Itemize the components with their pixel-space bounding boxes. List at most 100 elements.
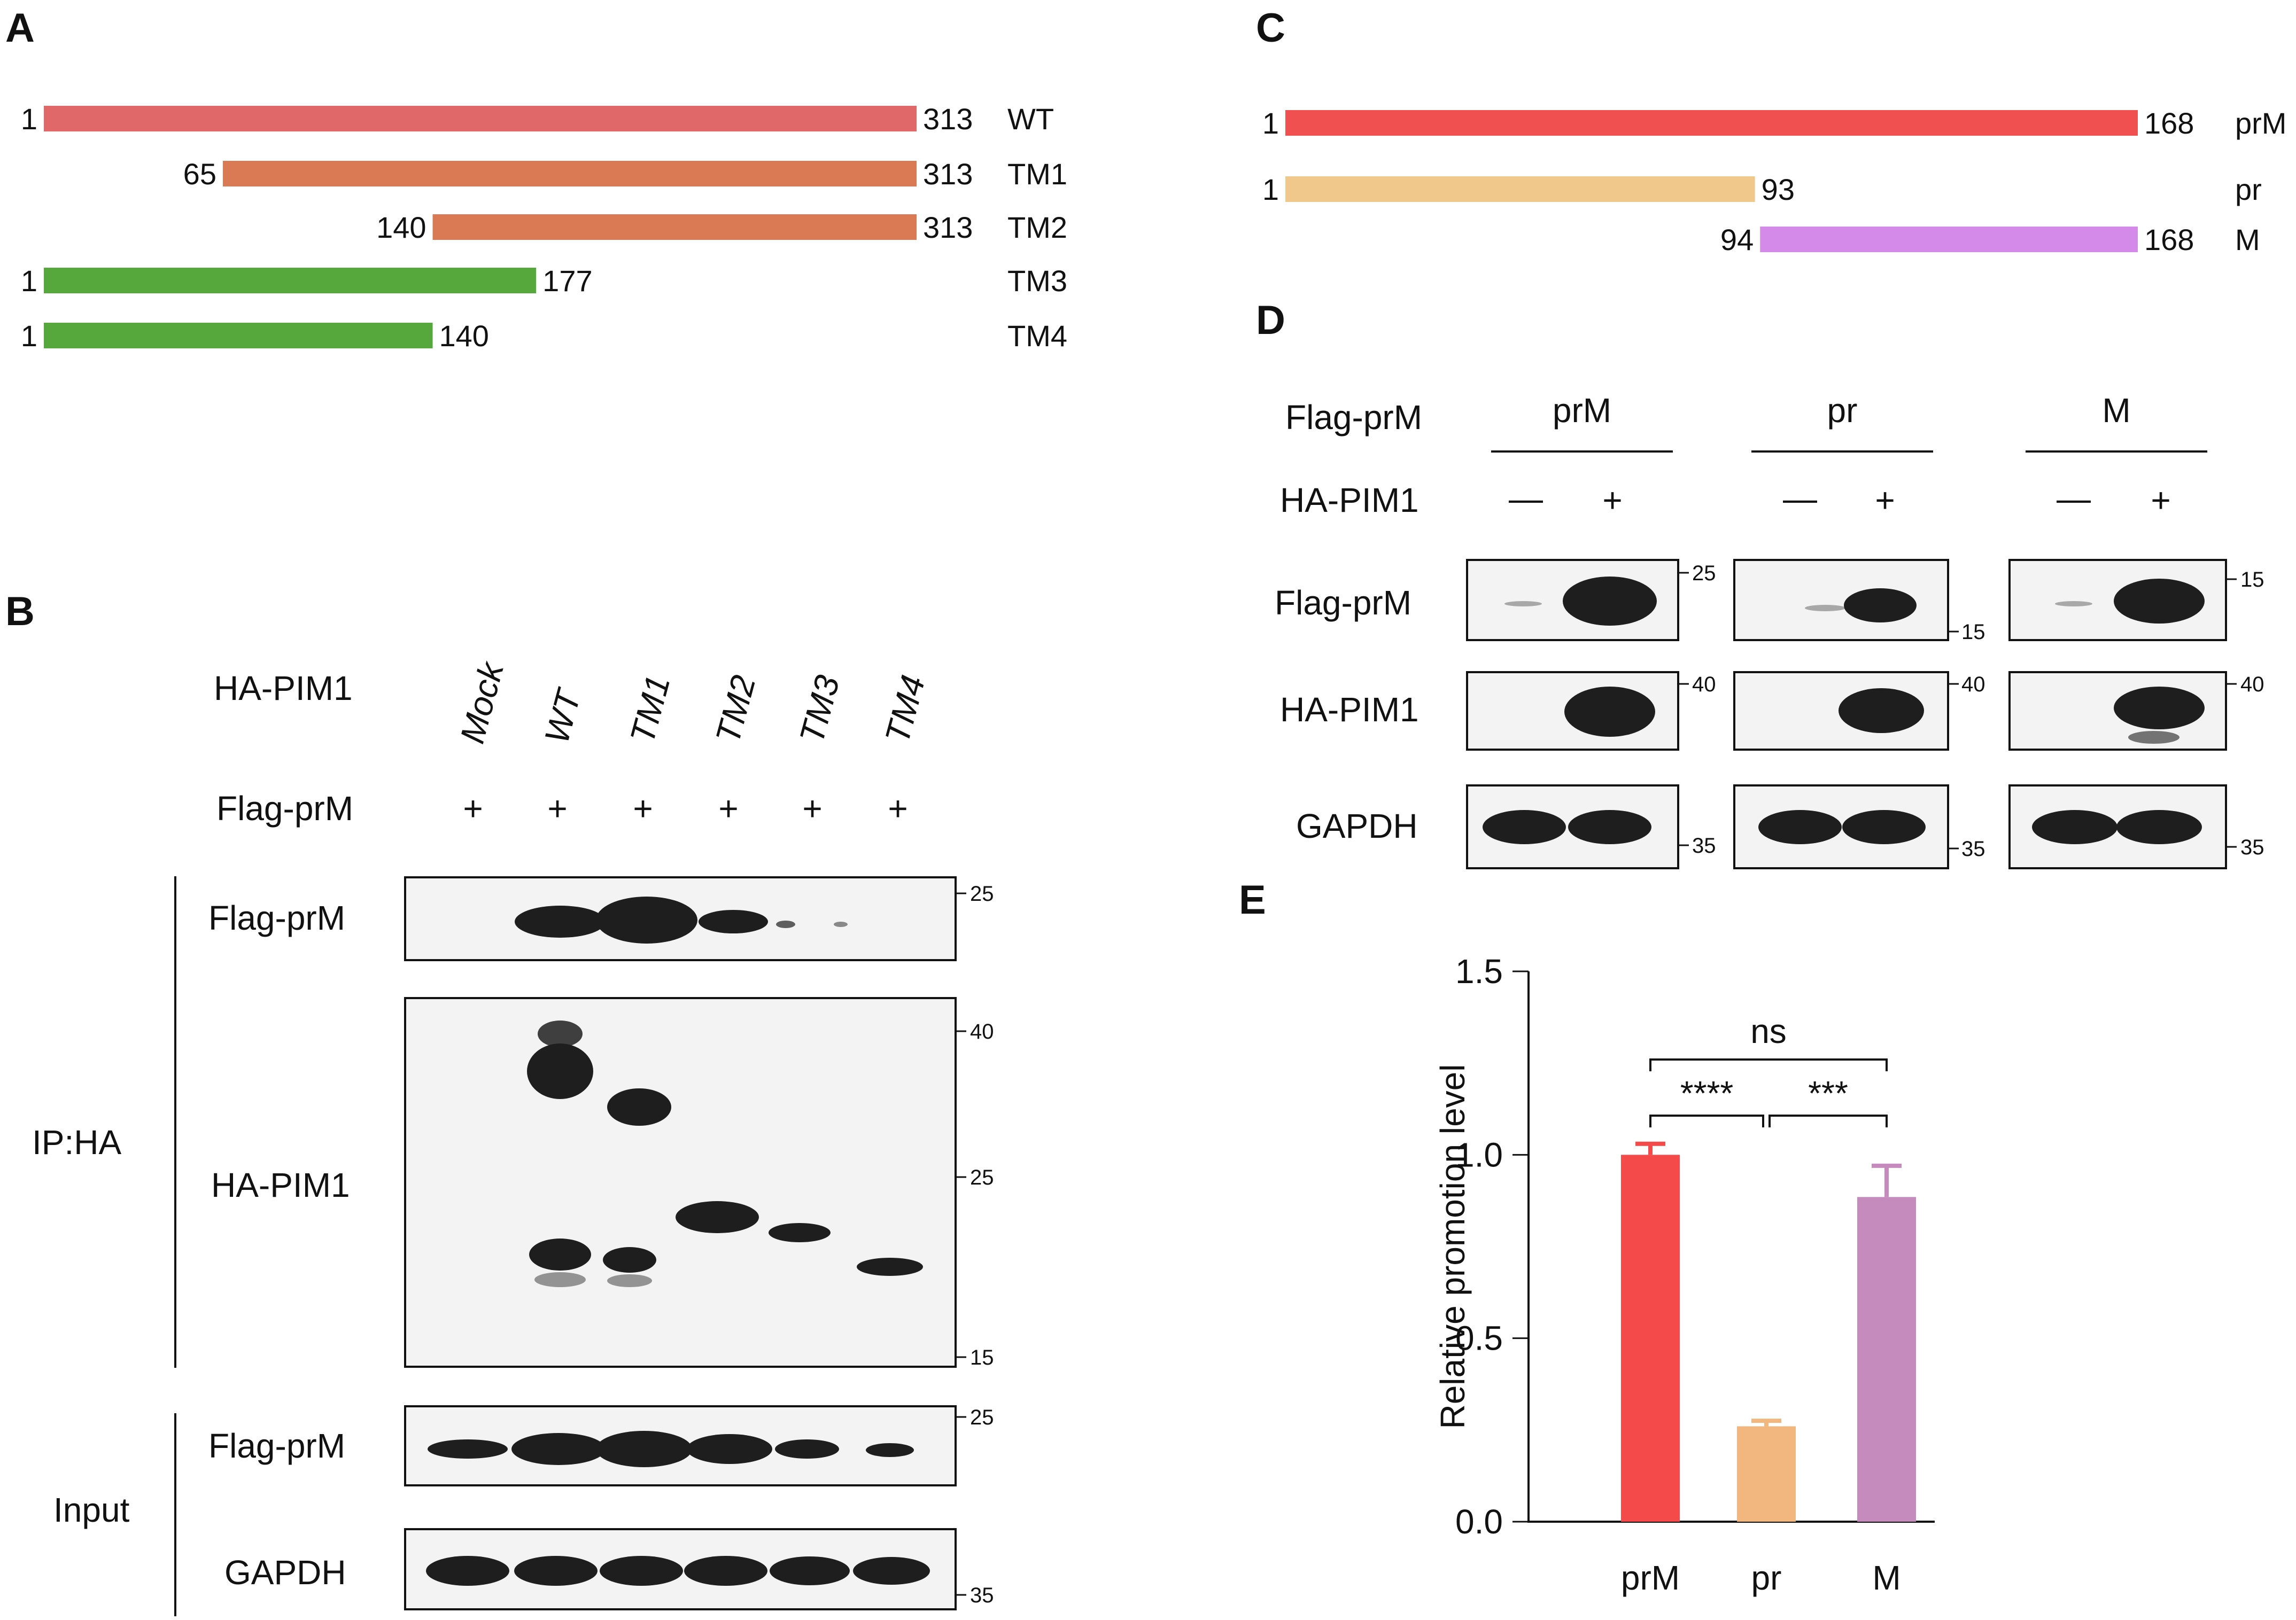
- plus-sign: +: [718, 789, 738, 828]
- marker: 25: [1692, 562, 1716, 585]
- marker: 40: [1961, 673, 1985, 696]
- minus-sign: —: [1509, 479, 1543, 518]
- group-header-prm: prM: [1553, 391, 1611, 430]
- marker: 35: [1961, 837, 1985, 861]
- x-tick-label: pr: [1751, 1559, 1782, 1597]
- bar-m: [1857, 1197, 1916, 1522]
- construct-start: 1: [1262, 173, 1279, 206]
- panel-e-label: E: [1239, 877, 1266, 923]
- construct-name: pr: [2235, 173, 2262, 206]
- significance-label: ns: [1750, 1012, 1787, 1050]
- band: [529, 1239, 591, 1271]
- band: [687, 1434, 772, 1464]
- construct-bar-m: [1760, 227, 2138, 252]
- panel-c-constructs: 1 168 prM 1 93 pr 94 168 M: [1262, 106, 2287, 256]
- blot-label: HA-PIM1: [211, 1166, 350, 1204]
- band: [534, 1272, 586, 1287]
- minus-sign: —: [1783, 479, 1817, 518]
- construct-name: WT: [1007, 102, 1054, 136]
- marker: 35: [1692, 834, 1716, 858]
- construct-bar-tm4: [44, 323, 433, 348]
- bar-pr: [1737, 1426, 1796, 1522]
- band: [857, 1258, 923, 1276]
- construct-bar-tm2: [432, 214, 917, 240]
- marker-25: 25: [970, 1406, 994, 1429]
- lane-label-tm4: TM4: [878, 671, 933, 747]
- band: [1563, 577, 1657, 626]
- marker: 40: [1692, 673, 1716, 696]
- band: [866, 1443, 914, 1457]
- marker: 15: [1961, 620, 1985, 644]
- construct-end: 93: [1762, 173, 1795, 206]
- blot-ip-ha-pim1: HA-PIM1 40 25 15: [211, 997, 994, 1369]
- flag-prm-row-label: Flag-prM: [216, 789, 353, 828]
- blot-frame: [404, 997, 957, 1368]
- panel-a-constructs: 1 313 WT 65 313 TM1 140 313 TM2 1 177 TM3 1 140 TM4: [21, 102, 1067, 353]
- band: [596, 1431, 692, 1467]
- construct-start: 140: [376, 211, 426, 244]
- y-tick-label: 1.5: [1455, 952, 1503, 991]
- panel-e: E 0.0 0.5 1.0 1.5 Relative promotion level pr…: [1239, 877, 1935, 1597]
- blot-d-gapdh: 35 35 35: [1466, 784, 2264, 869]
- band: [515, 906, 606, 938]
- blot-ip-flag-prm: Flag-prM 25: [208, 876, 994, 961]
- lane-label-tm1: TM1: [623, 671, 678, 747]
- significance-bracket: [1649, 1058, 1888, 1071]
- marker-25: 25: [970, 882, 994, 906]
- plus-sign: +: [1602, 481, 1622, 519]
- construct-end: 140: [439, 319, 489, 353]
- significance-label: ***: [1808, 1074, 1848, 1112]
- band: [775, 1439, 839, 1459]
- band: [853, 1557, 930, 1585]
- construct-name: TM4: [1007, 319, 1067, 353]
- construct-bar-wt: [44, 106, 917, 131]
- x-tick-label: prM: [1621, 1559, 1680, 1597]
- construct-end: 168: [2144, 223, 2194, 256]
- panel-d: D Flag-prM HA-PIM1 prM — + pr — + M — + Flag-prM…: [1256, 298, 2264, 869]
- construct-name: TM2: [1007, 211, 1067, 244]
- blot-label: HA-PIM1: [1280, 690, 1419, 729]
- band: [607, 1088, 671, 1126]
- lane-label-tm3: TM3: [792, 671, 847, 747]
- marker-35: 35: [970, 1584, 994, 1607]
- panel-d-label: D: [1256, 298, 1285, 343]
- plus-sign: +: [1875, 481, 1895, 519]
- x-tick-label: M: [1872, 1559, 1901, 1597]
- panel-b: B HA-PIM1 Flag-prM Mock WT TM1 TM2 TM3 TM4 + +…: [5, 589, 994, 1616]
- blot-frame: [1733, 559, 1949, 641]
- band: [2114, 687, 2205, 729]
- band: [1839, 688, 1924, 733]
- band: [511, 1433, 606, 1465]
- marker-25: 25: [970, 1166, 994, 1189]
- panel-b-label: B: [5, 589, 35, 634]
- band: [776, 921, 795, 928]
- construct-start: 65: [183, 157, 216, 191]
- significance-bracket: [1768, 1115, 1888, 1127]
- panel-c: C 1 168 prM 1 93 pr 94 168 M: [1256, 5, 2286, 256]
- band: [607, 1274, 652, 1287]
- significance-bracket: [1649, 1115, 1764, 1127]
- band: [770, 1556, 850, 1585]
- band: [2114, 579, 2205, 624]
- band: [514, 1556, 598, 1586]
- band: [428, 1439, 508, 1459]
- construct-end: 313: [923, 102, 973, 136]
- construct-name: prM: [2235, 106, 2286, 140]
- construct-end: 313: [923, 211, 973, 244]
- band: [1844, 588, 1917, 622]
- lane-label-wt: WT: [537, 684, 588, 747]
- band: [600, 1556, 683, 1586]
- blot-label: GAPDH: [224, 1553, 346, 1592]
- minus-sign: —: [2057, 479, 2091, 518]
- marker-40: 40: [970, 1020, 994, 1043]
- construct-bar-pr: [1285, 176, 1755, 202]
- band: [1805, 605, 1845, 611]
- panel-c-label: C: [1256, 5, 1285, 51]
- marker: 35: [2240, 836, 2264, 859]
- group-header-m: M: [2102, 391, 2130, 430]
- band: [1504, 601, 1542, 606]
- plus-sign: +: [888, 789, 907, 828]
- bar-prm: [1621, 1155, 1680, 1522]
- band: [2055, 601, 2092, 606]
